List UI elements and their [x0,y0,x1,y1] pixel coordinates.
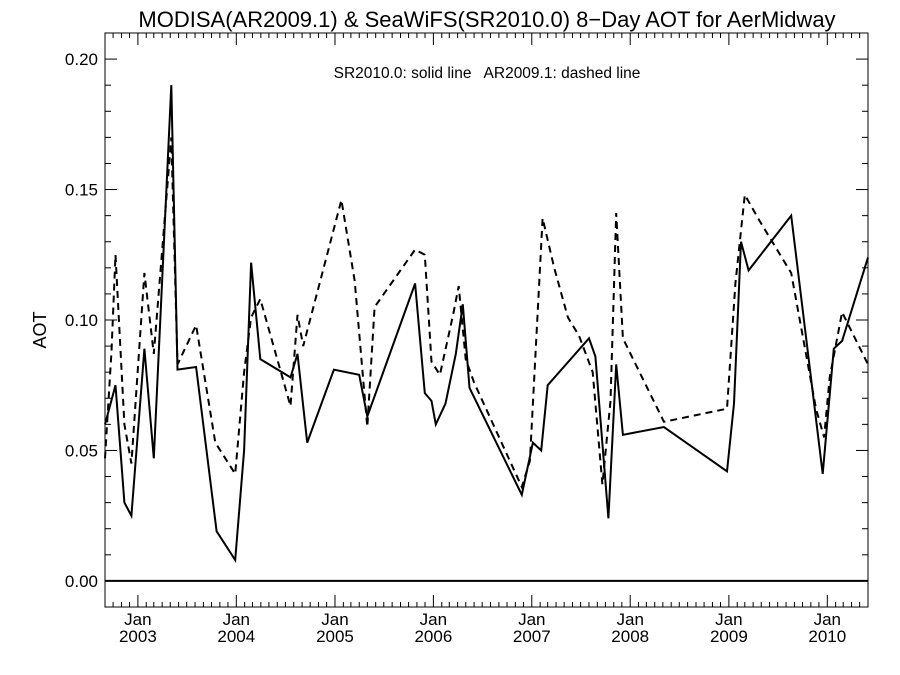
x-tick-year-label: 2004 [217,627,255,646]
y-tick-label: 0.20 [65,50,98,69]
series-line-sr2010-0 [104,85,869,564]
x-tick-month-label: Jan [223,610,250,629]
y-tick-label: 0.05 [65,441,98,460]
x-tick-month-label: Jan [124,610,151,629]
x-tick-year-label: 2008 [611,627,649,646]
x-tick-month-label: Jan [814,610,841,629]
x-tick-year-label: 2009 [710,627,748,646]
plot-area-frame [104,32,869,608]
x-tick-month-label: Jan [321,610,348,629]
axis-ticks: 0.000.050.100.150.20Jan2003Jan2004Jan200… [65,33,868,646]
x-tick-year-label: 2007 [513,627,551,646]
x-tick-month-label: Jan [616,610,643,629]
y-tick-label: 0.15 [65,181,98,200]
x-tick-year-label: 2003 [119,627,157,646]
x-tick-year-label: 2010 [808,627,846,646]
y-tick-label: 0.10 [65,311,98,330]
series-line-ar2009-1 [104,137,869,490]
x-tick-month-label: Jan [420,610,447,629]
x-tick-year-label: 2005 [316,627,354,646]
y-tick-label: 0.00 [65,572,98,591]
x-tick-month-label: Jan [518,610,545,629]
x-tick-month-label: Jan [715,610,742,629]
legend-annotation: SR2010.0: solid line AR2009.1: dashed li… [334,65,641,82]
chart-title: MODISA(AR2009.1) & SeaWiFS(SR2010.0) 8−D… [138,7,835,32]
x-tick-year-label: 2006 [414,627,452,646]
series-layer [104,85,869,564]
y-axis-label: AOT [30,311,50,348]
